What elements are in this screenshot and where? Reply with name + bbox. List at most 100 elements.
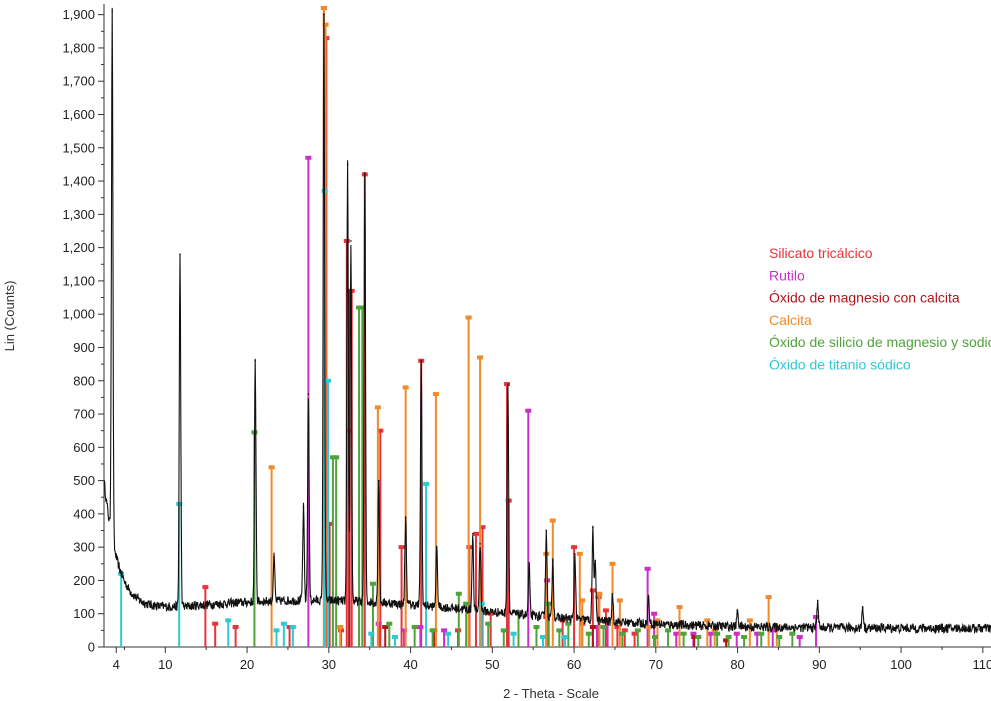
legend-entry: Silicato tricálcico [769, 245, 873, 261]
reference-stick-cap [305, 155, 312, 160]
pattern-peak [552, 559, 554, 562]
x-tick-label: 60 [567, 657, 581, 672]
y-axis-title: Lin (Counts) [2, 281, 17, 352]
reference-stick-cap [571, 545, 578, 550]
reference-stick-cap [545, 601, 552, 606]
reference-stick-cap [631, 631, 638, 636]
y-tick-label: 1,200 [62, 240, 95, 255]
pattern-peak [736, 609, 739, 612]
y-tick-label: 100 [73, 606, 95, 621]
reference-stick-cap [392, 635, 399, 640]
pattern-peak [307, 393, 310, 395]
reference-stick-cap [690, 631, 697, 636]
reference-stick-cap [346, 288, 353, 293]
pattern-peak [545, 529, 548, 532]
y-tick-label: 1,700 [62, 74, 95, 89]
reference-stick-cap [549, 518, 556, 523]
reference-stick-cap [616, 598, 623, 603]
reference-stick-cap [769, 628, 776, 633]
reference-stick-cap [602, 608, 609, 613]
reference-stick-cap [789, 631, 796, 636]
y-tick-label: 900 [73, 340, 95, 355]
reference-stick-cap [754, 631, 761, 636]
reference-stick-cap [600, 625, 607, 630]
reference-stick-cap [485, 621, 492, 626]
pattern-peak [861, 606, 864, 608]
reference-stick-cap [644, 566, 651, 571]
reference-stick-cap [463, 601, 470, 606]
reference-stick-cap [202, 585, 209, 590]
reference-stick-cap [477, 355, 484, 360]
reference-stick-cap [286, 625, 293, 630]
x-tick-label: 4 [113, 657, 120, 672]
reference-stick-cap [225, 618, 232, 623]
reference-stick-cap [500, 628, 507, 633]
y-tick-label: 500 [73, 473, 95, 488]
x-tick-label: 100 [890, 657, 912, 672]
y-tick-label: 300 [73, 540, 95, 555]
y-tick-label: 1,800 [62, 40, 95, 55]
reference-stick-cap [619, 631, 626, 636]
pattern-peak [479, 543, 481, 545]
y-tick-label: 1,900 [62, 7, 95, 22]
reference-stick-cap [232, 625, 239, 630]
pattern-peak [346, 163, 349, 166]
reference-stick-cap [765, 595, 772, 600]
reference-stick-cap [337, 625, 344, 630]
reference-stick-cap [386, 621, 393, 626]
reference-sticks-layer [118, 6, 820, 647]
pattern-peak [594, 559, 597, 562]
pattern-peak [574, 553, 576, 555]
y-tick-label: 1,500 [62, 140, 95, 155]
y-tick-label: 400 [73, 506, 95, 521]
reference-stick-cap [326, 521, 333, 526]
pattern-peak [323, 13, 325, 16]
reference-stick-cap [556, 628, 563, 633]
reference-stick-cap [614, 625, 621, 630]
reference-stick-cap [333, 455, 340, 460]
pattern-peak [254, 359, 257, 362]
reference-stick-cap [411, 625, 418, 630]
x-tick-label: 50 [485, 657, 499, 672]
reference-stick-cap [479, 525, 486, 530]
reference-stick-cap [585, 631, 592, 636]
reference-stick-cap [212, 621, 219, 626]
reference-stick-cap [423, 481, 430, 486]
reference-stick-cap [725, 635, 732, 640]
reference-stick-cap [359, 305, 366, 310]
reference-stick-cap [465, 315, 472, 320]
y-tick-label: 1,100 [62, 273, 95, 288]
reference-stick-cap [704, 618, 711, 623]
reference-stick-cap [525, 408, 532, 413]
diffraction-pattern-line [103, 7, 991, 635]
y-tick-label: 700 [73, 407, 95, 422]
pattern-peak [611, 592, 614, 595]
x-tick-label: 80 [730, 657, 744, 672]
reference-stick-cap [589, 625, 596, 630]
pattern-peak [420, 359, 422, 362]
reference-stick-cap [654, 618, 661, 623]
pattern-peak [647, 596, 650, 598]
reference-stick-cap [621, 628, 628, 633]
tick-labels-layer: 0 100 200 300 400 500 600 700 800 900 1,000 1,100 1,… [62, 7, 991, 672]
reference-stick-cap [576, 551, 583, 556]
reference-stick-cap [813, 615, 820, 620]
reference-stick-cap [455, 591, 462, 596]
legend-entry: Óxido de titanio sódico [769, 357, 911, 373]
reference-stick-cap [711, 628, 718, 633]
reference-stick-cap [579, 598, 586, 603]
pattern-peak [592, 526, 594, 528]
reference-stick-cap [441, 628, 448, 633]
y-tick-label: 800 [73, 373, 95, 388]
x-axis-title: 2 - Theta - Scale [503, 686, 599, 701]
reference-stick-cap [776, 635, 783, 640]
reference-stick-cap [589, 588, 596, 593]
axes-layer [98, 4, 991, 653]
reference-stick-cap [487, 611, 494, 616]
reference-stick-cap [280, 621, 287, 626]
reference-stick-cap [646, 625, 653, 630]
reference-stick-cap [445, 631, 452, 636]
reference-stick-cap [676, 605, 683, 610]
reference-stick-cap [651, 611, 658, 616]
